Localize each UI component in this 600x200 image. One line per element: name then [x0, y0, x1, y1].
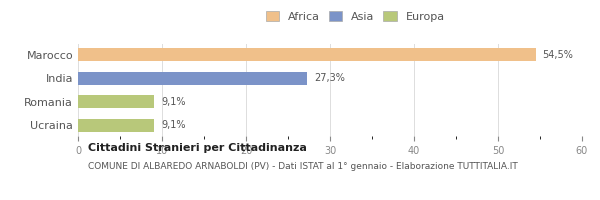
Text: 9,1%: 9,1%	[161, 97, 185, 107]
Legend: Africa, Asia, Europa: Africa, Asia, Europa	[262, 8, 448, 26]
Bar	[78, 95, 154, 108]
Text: 9,1%: 9,1%	[161, 120, 185, 130]
Bar	[78, 119, 154, 132]
Bar	[78, 72, 307, 85]
Text: 54,5%: 54,5%	[542, 50, 574, 60]
Bar	[78, 48, 536, 61]
Text: COMUNE DI ALBAREDO ARNABOLDI (PV) - Dati ISTAT al 1° gennaio - Elaborazione TUTT: COMUNE DI ALBAREDO ARNABOLDI (PV) - Dati…	[88, 162, 518, 171]
Text: Cittadini Stranieri per Cittadinanza: Cittadini Stranieri per Cittadinanza	[88, 143, 307, 153]
Text: 27,3%: 27,3%	[314, 73, 345, 83]
